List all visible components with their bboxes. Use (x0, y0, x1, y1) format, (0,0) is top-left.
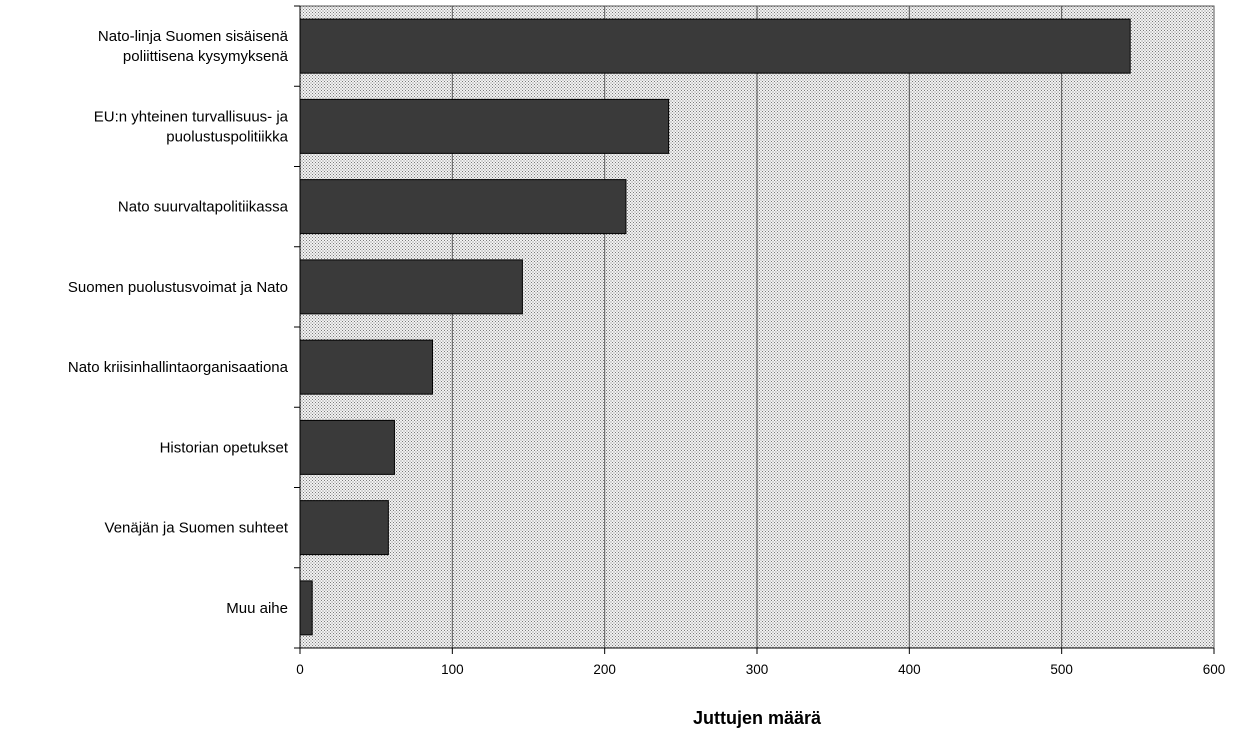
bar (299, 500, 389, 556)
bar (299, 259, 523, 315)
x-tick-label: 400 (898, 662, 921, 677)
bar (299, 580, 313, 636)
x-tick-label: 600 (1203, 662, 1226, 677)
bar (299, 179, 627, 235)
category-label: EU:n yhteinen turvallisuus- ja puolustusp… (94, 108, 289, 145)
x-axis-title: Juttujen määrä (693, 708, 822, 728)
x-tick-label: 0 (296, 662, 304, 677)
bar (299, 419, 395, 475)
bar (299, 339, 434, 395)
bar (299, 98, 670, 154)
category-label: Nato suurvaltapolitiikassa (118, 199, 289, 216)
axes (294, 5, 1215, 654)
category-label: Venäjän ja Suomen suhteet (105, 520, 289, 537)
category-label: Nato-linja Suomen sisäisenä poliittisena … (98, 28, 289, 65)
category-label: Muu aihe (226, 600, 288, 617)
bars (299, 18, 1131, 636)
category-label: Nato kriisinhallintaorganisaationa (68, 359, 289, 376)
x-tick-labels: 0 100 200 300 400 500 600 (296, 662, 1225, 677)
x-tick-label: 100 (441, 662, 464, 677)
x-tick-label: 300 (746, 662, 769, 677)
x-tick-label: 500 (1050, 662, 1073, 677)
category-labels: Nato-linja Suomen sisäisenä poliittisena … (68, 28, 289, 617)
category-label: Suomen puolustusvoimat ja Nato (68, 279, 288, 296)
category-label: Historian opetukset (160, 439, 289, 456)
bar (299, 18, 1131, 74)
x-tick-label: 200 (593, 662, 616, 677)
